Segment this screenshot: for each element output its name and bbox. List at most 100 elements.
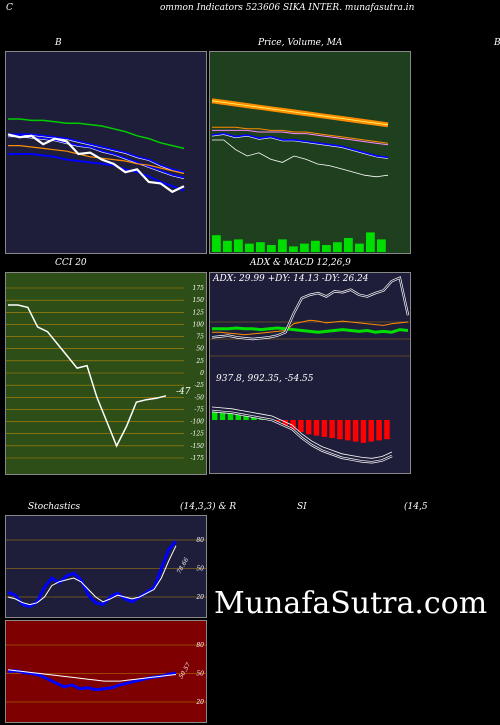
cci-tick-label: 25 [195, 358, 204, 365]
rsi-tick-label: 20 [195, 699, 204, 706]
rsi-tick-label: 80 [196, 642, 204, 649]
macd-histogram-bar [235, 414, 241, 420]
rsi-chart: 80 50 20 50.57 [6, 642, 206, 706]
bb-chart [7, 118, 185, 194]
macd-histogram-bar [290, 420, 296, 430]
stoch-params: (14,3,3) & R [180, 502, 237, 512]
cci-tick-label: -150 [191, 443, 205, 450]
macd-histogram-bar [212, 410, 218, 420]
macd-histogram-bar [282, 420, 288, 426]
volume-bar [377, 239, 386, 252]
minus-dy-line-inner [211, 277, 409, 340]
price-ma-mid-2 [212, 129, 389, 146]
macd-histogram-bar [345, 420, 351, 441]
macd-histogram-bar [227, 412, 234, 420]
bb-title: B [55, 38, 62, 48]
header-left-letter: C [6, 3, 13, 13]
plus-dy-line [212, 319, 409, 336]
rsi-ma-line [7, 669, 177, 682]
volume-bar [245, 243, 254, 252]
bb-upper-line [8, 118, 185, 150]
rsi-params: (14,5 [404, 502, 428, 512]
stoch-title: Stochastics [28, 502, 81, 512]
bb-mid-line-a [8, 133, 185, 174]
macd-histogram-bar [376, 420, 382, 441]
macd-histogram-bar [360, 420, 367, 443]
adx-readout: ADX: 29.99 +DY: 14.13 -DY: 26.24 [213, 274, 369, 284]
price-close-line [212, 139, 389, 178]
cci-tick-label: 175 [193, 285, 205, 292]
cci-title: CCI 20 [55, 258, 87, 268]
macd-histogram-bar [313, 420, 320, 436]
cci-tick-label: 75 [196, 334, 204, 341]
stoch-tick-label: 20 [195, 594, 204, 601]
cci-tick-label: -125 [191, 431, 205, 438]
macd-histogram-bar [384, 420, 390, 440]
macd-panel [209, 372, 411, 474]
macd-histogram-bar [329, 420, 335, 438]
cci-tick-label: 150 [193, 297, 205, 304]
cci-tick-label: 100 [193, 321, 205, 328]
macd-histogram-bar [352, 420, 359, 442]
volume-bar [212, 235, 221, 252]
adx-line [212, 326, 409, 334]
macd-line-inner [211, 410, 393, 463]
macd-histogram-bar [298, 420, 304, 432]
macd-histogram-bar [243, 415, 249, 420]
cci-tick-label: -25 [194, 382, 204, 389]
price-title-part1: Price, [258, 38, 285, 48]
bb-panel [5, 51, 207, 254]
stoch-d-line [7, 545, 177, 606]
stoch-tick-label: 80 [196, 537, 204, 544]
macd-histogram-bar [219, 411, 226, 420]
stoch-last-label: 78.66 [176, 556, 191, 575]
cci-tick-label: 125 [193, 309, 205, 316]
macd-histogram-bar [305, 420, 312, 435]
cci-panel: 175 150 125 100 75 50 25 0 -25 -50 -75 -100 -125 -150… [5, 272, 207, 475]
macd-chart [211, 406, 393, 464]
macd-histogram-bar [321, 420, 328, 437]
volume-bar [278, 239, 287, 252]
price-ma-short [211, 132, 389, 159]
bb-mid-line-a-inner [8, 135, 185, 174]
price-panel [209, 51, 411, 254]
macd-histogram-bar [368, 420, 374, 442]
volume-bar [322, 245, 331, 252]
adx-chart [210, 276, 410, 357]
volume-bar [311, 240, 320, 252]
watermark: MunafaSutra.com [214, 586, 488, 621]
volume-bar [223, 240, 232, 252]
cci-tick-label: 0 [200, 370, 204, 377]
macd-signal-line [211, 406, 393, 459]
price-title: Price, Volume, MA [258, 38, 342, 48]
bb-mid-line-b [8, 134, 185, 179]
header-text: ommon Indicators 523606 SIKA INTER. muna… [160, 3, 415, 13]
price-title-part3: MA [326, 38, 343, 48]
macd-histogram-bar [251, 416, 257, 420]
rsi-last-label: 50.57 [178, 661, 193, 680]
macd-readout: 937.8, 992.35, -54.55 [216, 374, 314, 384]
cci-tick-label: -100 [191, 419, 205, 426]
rsi-tick-label: 50 [196, 671, 204, 678]
volume-bar [267, 245, 276, 252]
price-right-letter: B [494, 38, 500, 48]
stoch-chart: 80 50 20 78.66 [6, 537, 206, 609]
macd-histogram-bar [337, 420, 343, 440]
cci-line [8, 304, 167, 448]
cci-last-label: -47 [176, 387, 191, 397]
cci-tick-label: -75 [194, 406, 204, 413]
price-ma-mid-1 [212, 126, 389, 144]
bb-price-line [7, 133, 185, 194]
cci-tick-label: -50 [194, 394, 204, 401]
volume-bar [289, 246, 298, 252]
volume-bar [256, 242, 265, 252]
price-ma-short-inner [211, 134, 389, 159]
price-chart [211, 98, 389, 252]
volume-bar [355, 243, 364, 252]
volume-bar [234, 239, 243, 252]
rsi-panel: 80 50 20 50.57 [5, 620, 207, 723]
volume-bar [344, 238, 353, 252]
adx-title: ADX & MACD 12,26,9 [250, 258, 351, 268]
stoch-tick-label: 50 [196, 566, 204, 573]
bb-band-line [8, 153, 185, 192]
